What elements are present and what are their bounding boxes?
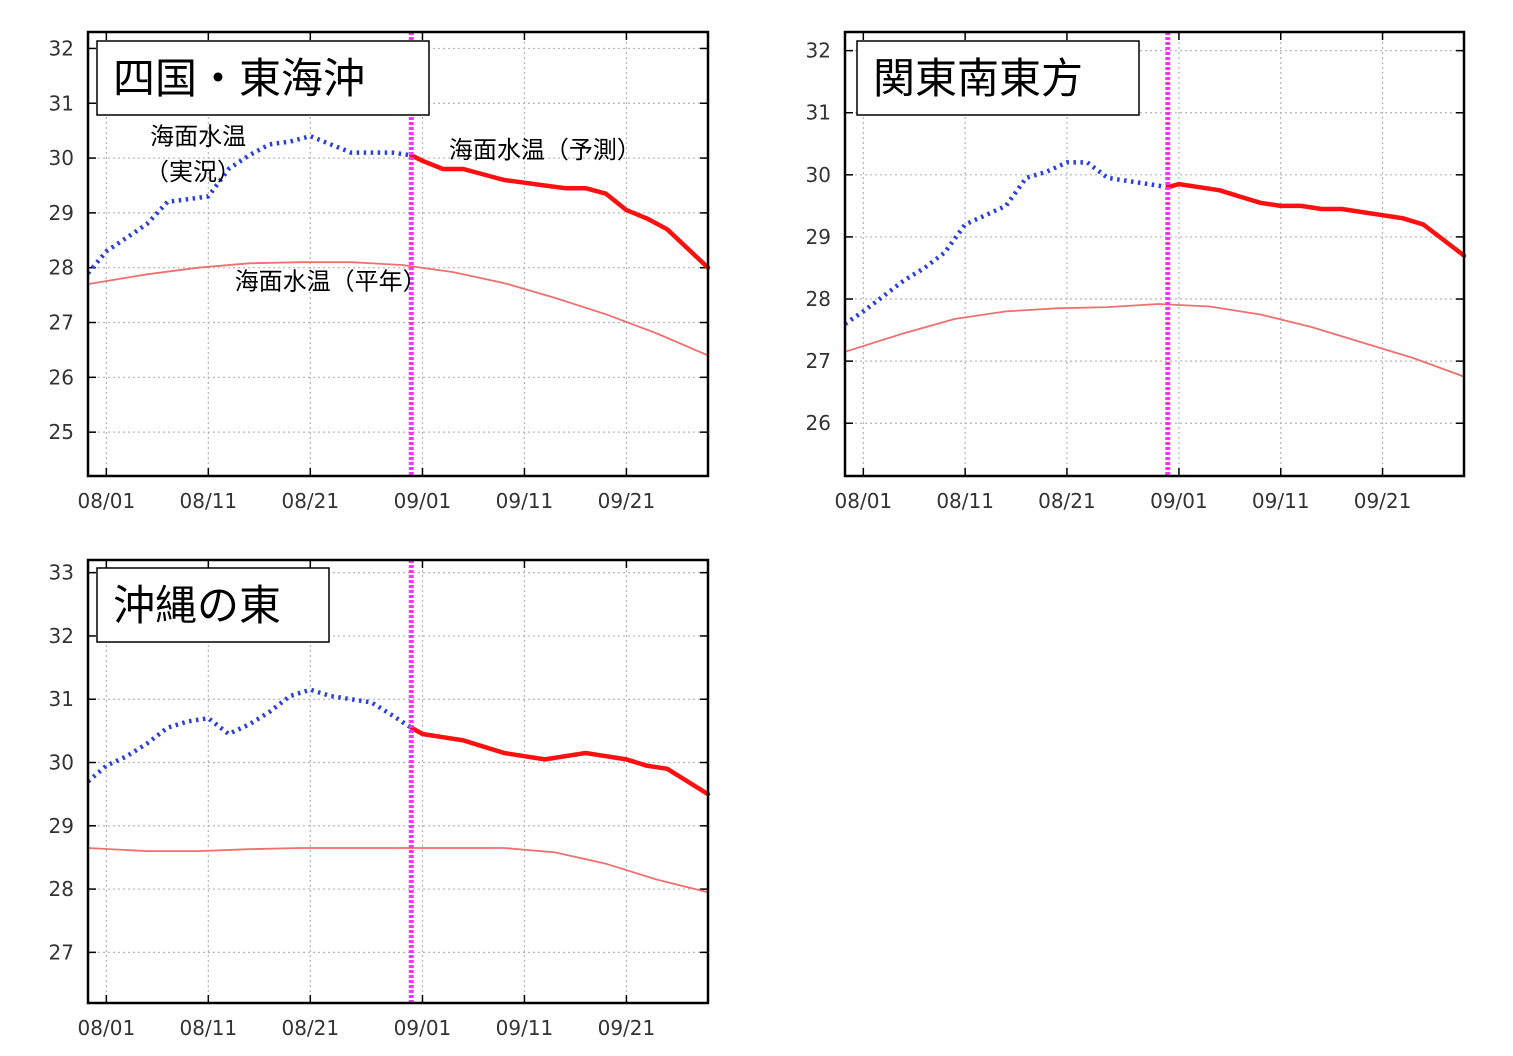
x-tick-label: 09/01 <box>394 489 452 513</box>
x-tick-label: 09/11 <box>496 1016 554 1040</box>
y-tick-label: 31 <box>49 687 74 711</box>
y-tick-label: 29 <box>49 201 74 225</box>
region-title-box <box>96 40 430 116</box>
chart-panel-1: 25 26 27 28 29 30 31 32 08/01 08/11 08/21 09/01 09/1… <box>49 30 711 513</box>
series-annotation: 海面水温（予測） <box>449 136 641 164</box>
normal-series-line <box>844 303 1465 378</box>
y-tick-label: 27 <box>806 349 831 373</box>
x-tick-label: 09/01 <box>1150 489 1208 513</box>
chart-panel-3: 27 28 29 30 31 32 33 08/01 08/11 08/21 09/01 09/11 0… <box>49 558 711 1040</box>
plot-frame <box>843 30 1466 478</box>
observed-series-line <box>843 160 1169 326</box>
y-tick-label: 25 <box>49 420 74 444</box>
chart-panel-2: 26 27 28 29 30 31 32 08/01 08/11 08/21 09/01 09/11 0… <box>806 30 1467 513</box>
y-tick-label: 30 <box>806 163 831 187</box>
y-tick-label: 26 <box>49 365 74 389</box>
y-tick-label: 29 <box>806 225 831 249</box>
region-title: 沖縄の東 <box>113 581 281 630</box>
y-tick-label: 27 <box>49 940 74 964</box>
x-tick-label: 09/11 <box>1252 489 1310 513</box>
y-tick-label: 30 <box>49 751 74 775</box>
x-tick-label: 09/01 <box>394 1016 452 1040</box>
x-tick-label: 08/01 <box>78 1016 136 1040</box>
y-tick-label: 29 <box>49 814 74 838</box>
region-title-box <box>856 40 1140 116</box>
y-tick-label: 31 <box>49 91 74 115</box>
x-tick-label: 09/21 <box>598 1016 656 1040</box>
forecast-series-line <box>409 153 711 270</box>
x-tick-label: 08/21 <box>281 489 339 513</box>
observed-series-line <box>86 687 413 784</box>
x-tick-label: 08/11 <box>180 489 238 513</box>
series-annotation: 海面水温 <box>150 122 246 150</box>
y-tick-label: 28 <box>806 287 831 311</box>
y-tick-label: 31 <box>806 101 831 125</box>
region-title-box <box>96 567 330 643</box>
x-tick-label: 08/21 <box>281 1016 339 1040</box>
y-tick-label: 33 <box>49 561 74 585</box>
observed-series-line <box>86 133 412 275</box>
forecast-series-line <box>409 725 711 797</box>
y-tick-label: 32 <box>49 624 74 648</box>
plot-frame <box>86 558 710 1005</box>
y-tick-label: 32 <box>806 39 831 63</box>
x-tick-label: 08/11 <box>936 489 994 513</box>
y-tick-label: 32 <box>49 36 74 60</box>
y-tick-label: 27 <box>49 311 74 335</box>
region-title: 関東南東方 <box>873 54 1083 103</box>
series-annotation: （実況） <box>145 158 241 186</box>
x-tick-label: 09/11 <box>496 489 554 513</box>
y-tick-label: 26 <box>806 411 831 435</box>
forecast-series-line <box>1165 181 1467 258</box>
region-title: 四国・東海沖 <box>113 54 365 103</box>
x-tick-label: 09/21 <box>1354 489 1412 513</box>
y-tick-label: 28 <box>49 877 74 901</box>
y-tick-label: 30 <box>49 146 74 170</box>
x-tick-label: 08/11 <box>180 1016 238 1040</box>
x-tick-label: 08/01 <box>78 489 136 513</box>
plot-frame <box>86 30 710 478</box>
y-tick-label: 28 <box>49 256 74 280</box>
x-tick-label: 09/21 <box>598 489 656 513</box>
series-annotation: 海面水温（平年） <box>235 268 427 296</box>
normal-series-line <box>87 261 709 357</box>
x-tick-label: 08/01 <box>835 489 893 513</box>
normal-series-line <box>87 847 709 894</box>
x-tick-label: 08/21 <box>1038 489 1096 513</box>
